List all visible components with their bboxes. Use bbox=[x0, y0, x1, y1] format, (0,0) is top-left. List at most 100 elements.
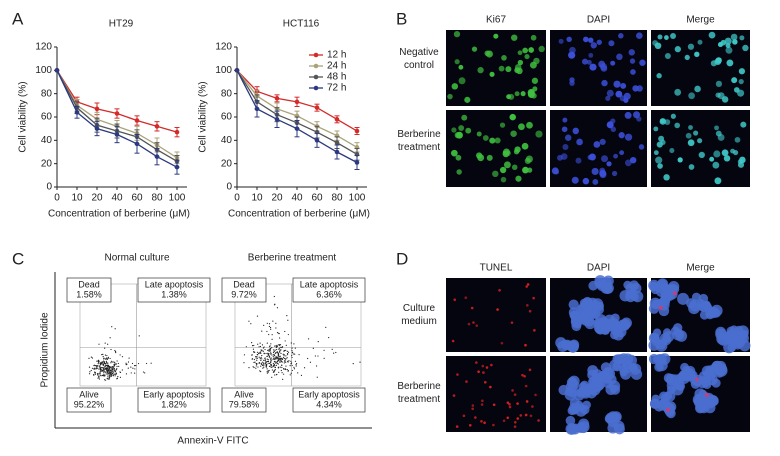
event bbox=[103, 372, 105, 374]
event bbox=[256, 363, 258, 365]
nucleus bbox=[533, 57, 540, 65]
event bbox=[90, 356, 92, 358]
nucleus bbox=[558, 38, 564, 44]
event bbox=[266, 322, 268, 324]
point bbox=[94, 106, 100, 112]
x-tick-label: 100 bbox=[169, 193, 186, 204]
point bbox=[114, 132, 120, 137]
nucleus bbox=[455, 425, 459, 428]
nucleus bbox=[714, 125, 719, 131]
event bbox=[266, 342, 268, 344]
nucleus bbox=[500, 341, 504, 345]
nucleus bbox=[492, 423, 495, 427]
nucleus bbox=[565, 423, 578, 435]
event bbox=[99, 364, 102, 366]
nucleus bbox=[489, 385, 492, 389]
event bbox=[97, 374, 99, 376]
quadrant-value: 4.34% bbox=[316, 399, 342, 409]
event bbox=[93, 368, 95, 370]
event bbox=[113, 363, 116, 365]
event bbox=[251, 358, 253, 360]
point bbox=[294, 126, 300, 131]
nucleus bbox=[594, 324, 605, 335]
event bbox=[109, 376, 111, 378]
nucleus bbox=[714, 177, 722, 185]
nucleus bbox=[588, 52, 594, 58]
event bbox=[274, 349, 276, 351]
event bbox=[262, 364, 264, 366]
event bbox=[285, 344, 287, 346]
nucleus bbox=[610, 60, 616, 66]
nucleus bbox=[602, 275, 614, 287]
event bbox=[111, 367, 113, 370]
nucleus bbox=[509, 113, 516, 121]
nucleus bbox=[582, 177, 590, 185]
nucleus bbox=[515, 175, 522, 182]
nucleus bbox=[468, 423, 472, 427]
nucleus bbox=[658, 135, 665, 142]
nucleus bbox=[511, 164, 518, 171]
event bbox=[270, 364, 272, 366]
event bbox=[114, 328, 116, 330]
quadrant-value: 1.82% bbox=[161, 399, 187, 409]
nucleus bbox=[576, 138, 583, 146]
event bbox=[117, 376, 119, 378]
event bbox=[270, 360, 273, 362]
nucleus bbox=[677, 292, 690, 305]
event bbox=[255, 367, 257, 369]
legend-marker bbox=[313, 74, 319, 80]
event bbox=[95, 368, 97, 370]
nucleus bbox=[724, 37, 732, 45]
event bbox=[103, 367, 105, 370]
event bbox=[99, 367, 102, 369]
column-header: DAPI bbox=[587, 15, 610, 26]
nucleus bbox=[726, 59, 734, 67]
point bbox=[114, 111, 120, 116]
event bbox=[271, 346, 273, 349]
nucleus bbox=[602, 319, 614, 330]
event bbox=[280, 357, 282, 360]
nucleus bbox=[738, 78, 744, 85]
nucleus bbox=[697, 138, 703, 144]
nucleus bbox=[535, 130, 543, 138]
nucleus bbox=[723, 155, 731, 162]
event bbox=[280, 352, 282, 355]
nucleus bbox=[538, 45, 545, 53]
nucleus bbox=[593, 141, 601, 148]
event bbox=[108, 377, 110, 379]
event bbox=[98, 365, 100, 367]
plot-title: Berberine treatment bbox=[248, 253, 337, 264]
nucleus bbox=[471, 404, 475, 407]
nucleus bbox=[485, 366, 489, 369]
nucleus bbox=[660, 118, 665, 124]
point bbox=[134, 118, 140, 123]
event bbox=[283, 350, 285, 352]
nucleus bbox=[513, 393, 517, 396]
nucleus bbox=[461, 114, 468, 121]
legend-label: 48 h bbox=[327, 72, 346, 83]
event bbox=[108, 365, 110, 368]
nucleus bbox=[630, 69, 636, 75]
y-tick-label: 0 bbox=[226, 182, 232, 193]
nucleus bbox=[713, 150, 721, 158]
nucleus bbox=[654, 362, 664, 372]
quadrant-value: 9.72% bbox=[231, 289, 257, 299]
event bbox=[259, 358, 261, 360]
event bbox=[116, 368, 118, 370]
event bbox=[119, 376, 122, 378]
nucleus bbox=[533, 329, 536, 332]
event bbox=[352, 363, 354, 365]
event bbox=[267, 362, 269, 364]
quadrant-label: Alive bbox=[234, 389, 254, 399]
event bbox=[280, 369, 282, 372]
event bbox=[88, 366, 91, 368]
nucleus bbox=[730, 148, 735, 154]
nucleus bbox=[599, 169, 607, 177]
event bbox=[111, 371, 113, 373]
event bbox=[277, 363, 279, 365]
event bbox=[113, 361, 115, 363]
event bbox=[261, 330, 263, 332]
event bbox=[278, 371, 280, 373]
nucleus bbox=[656, 73, 662, 79]
